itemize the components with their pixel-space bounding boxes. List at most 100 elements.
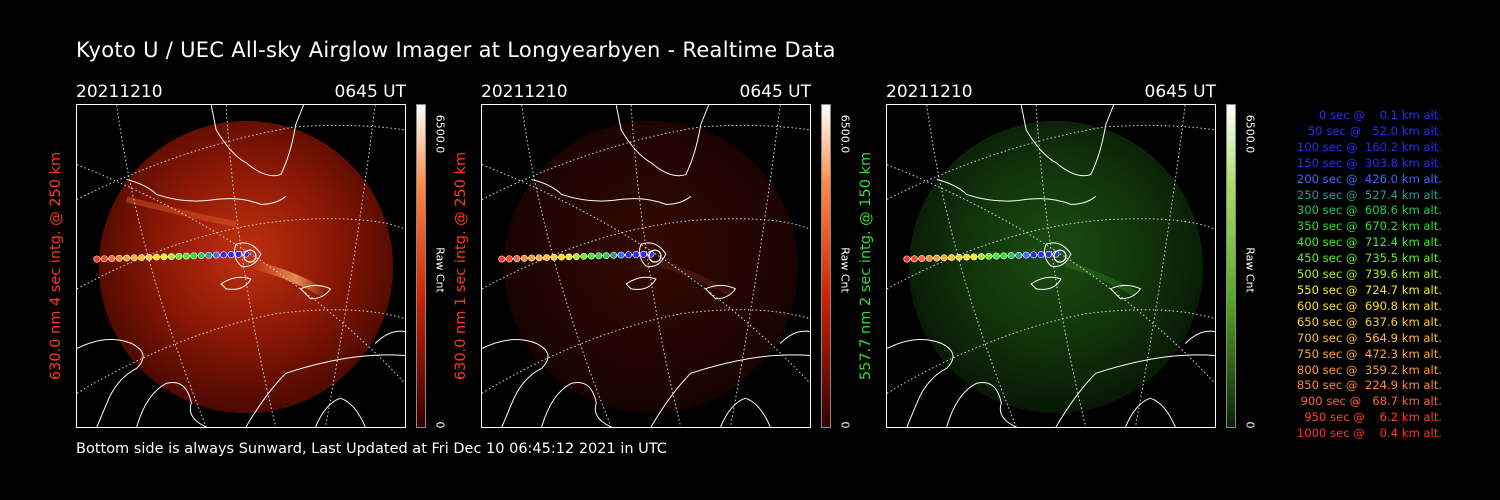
panel-date: 20211210 [76, 82, 163, 102]
trajectory-point [123, 254, 131, 262]
trajectory-point [205, 251, 213, 259]
trajectory-point [513, 255, 521, 263]
trajectory-point [108, 255, 116, 263]
colorbar-min-label: 0 [838, 421, 852, 429]
trajectory-point [595, 252, 603, 260]
trajectory-point [948, 254, 956, 262]
panel-ylabel: 630.0 nm 1 sec intg. @ 250 km [453, 151, 469, 381]
panel-date: 20211210 [481, 82, 568, 102]
trajectory-point [963, 253, 970, 261]
trajectory-point [1030, 251, 1038, 259]
trajectory-point [617, 251, 625, 259]
trajectory-point [130, 254, 138, 262]
legend-entry: 550 sec @ 724.7 km alt. [1293, 282, 1442, 297]
trajectory-point [220, 251, 228, 259]
coastline [887, 105, 1215, 427]
legend-entry: 650 sec @ 637.6 km alt. [1293, 314, 1442, 329]
trajectory-point [505, 255, 513, 263]
trajectory-point [955, 253, 963, 261]
legend-entry: 950 sec @ 6.2 km alt. [1300, 410, 1442, 425]
trajectory-point [535, 254, 543, 262]
trajectory-point [1007, 252, 1015, 260]
trajectory-point [558, 253, 565, 261]
panel-time: 0645 UT [1144, 82, 1217, 102]
coastline [77, 105, 405, 427]
colorbar [1226, 104, 1236, 428]
legend-entry: 200 sec @ 426.0 km alt. [1293, 171, 1442, 186]
airglow-disk [908, 120, 1204, 414]
allsky-image [481, 104, 811, 428]
legend-entry: 0 sec @ 0.1 km alt. [1307, 108, 1442, 122]
trajectory-point [580, 252, 588, 260]
trajectory-point [145, 253, 153, 261]
legend-entry: 500 sec @ 739.6 km alt. [1293, 267, 1442, 282]
trajectory-point [182, 252, 190, 260]
legend-entry: 150 sec @ 303.8 km alt. [1293, 155, 1442, 170]
legend-entry: 750 sec @ 472.3 km alt. [1293, 346, 1442, 361]
panel-date: 20211210 [886, 82, 973, 102]
trajectory-point [100, 255, 108, 263]
panel-time: 0645 UT [739, 82, 812, 102]
page-title: Kyoto U / UEC All-sky Airglow Imager at … [76, 38, 836, 62]
trajectory-point [543, 254, 551, 262]
trajectory-point [587, 252, 595, 260]
trajectory-point [212, 251, 220, 259]
trajectory-point [227, 251, 235, 259]
trajectory-point [625, 251, 633, 259]
trajectory-point [970, 253, 978, 261]
trajectory-point [985, 252, 993, 260]
airglow-disk [503, 120, 799, 414]
colorbar [821, 104, 831, 428]
trajectory-point [925, 254, 933, 262]
trajectory-point [93, 255, 101, 263]
aurora-streak [249, 259, 328, 298]
trajectory-point [1037, 251, 1045, 259]
trajectory-point [175, 252, 183, 260]
colorbar-max-label: 6500.0 [1243, 114, 1257, 154]
trajectory-point [138, 254, 146, 262]
trajectory-point [992, 252, 1000, 260]
panel-ylabel: 630.0 nm 4 sec intg. @ 250 km [48, 151, 64, 381]
lat-lon-grid [887, 105, 1215, 427]
colorbar-unit-label: Raw Cnt [433, 247, 447, 293]
trajectory-point [115, 254, 123, 262]
trajectory-point [565, 253, 573, 261]
colorbar-min-label: 0 [1243, 421, 1257, 429]
imager-panel-630nm-4sec: 20211210 0645 UT 630.0 nm 4 sec intg. @ 25… [48, 80, 447, 430]
imager-panel-557nm-2sec: 20211210 0645 UT 557.7 nm 2 sec intg. @ 15… [858, 80, 1257, 430]
legend-entry: 850 sec @ 224.9 km alt. [1293, 378, 1442, 393]
allsky-image [886, 104, 1216, 428]
legend-entry: 900 sec @ 68.7 km alt. [1296, 394, 1442, 409]
trajectory-point [160, 253, 168, 261]
imager-panel-630nm-1sec: 20211210 0645 UT 630.0 nm 1 sec intg. @ 25… [453, 80, 852, 430]
trajectory-point [190, 252, 198, 260]
panel-time: 0645 UT [334, 82, 407, 102]
trajectory [498, 249, 662, 263]
legend-entry: 1000 sec @ 0.4 km alt. [1296, 426, 1442, 441]
legend-entry: 100 sec @ 160.2 km alt. [1293, 139, 1442, 154]
legend-entry: 400 sec @ 712.4 km alt. [1293, 235, 1442, 250]
airglow-disk [98, 120, 394, 414]
trajectory [903, 249, 1067, 263]
trajectory-point [977, 253, 985, 261]
trajectory-legend: 0 sec @ 0.1 km alt. 50 sec @ 52.0 km alt… [1262, 108, 1442, 442]
trajectory-point [572, 253, 580, 261]
trajectory-point [1000, 252, 1008, 260]
trajectory-point [910, 255, 918, 263]
colorbar-unit-label: Raw Cnt [838, 247, 852, 293]
trajectory-point [632, 251, 640, 259]
trajectory-point [1045, 250, 1052, 258]
trajectory [93, 249, 257, 263]
legend-entry: 700 sec @ 564.9 km alt. [1293, 330, 1442, 345]
legend-entry: 450 sec @ 735.5 km alt. [1293, 251, 1442, 266]
legend-entry: 350 sec @ 670.2 km alt. [1293, 219, 1442, 234]
trajectory-point [197, 252, 205, 260]
trajectory-point [1015, 251, 1023, 259]
colorbar-max-label: 6500.0 [838, 114, 852, 154]
trajectory-point [520, 254, 528, 262]
trajectory-point [167, 253, 175, 261]
legend-entry: 800 sec @ 359.2 km alt. [1293, 362, 1442, 377]
trajectory-point [498, 255, 506, 263]
trajectory-point [610, 251, 618, 259]
footer-note: Bottom side is always Sunward, Last Upda… [76, 441, 667, 457]
